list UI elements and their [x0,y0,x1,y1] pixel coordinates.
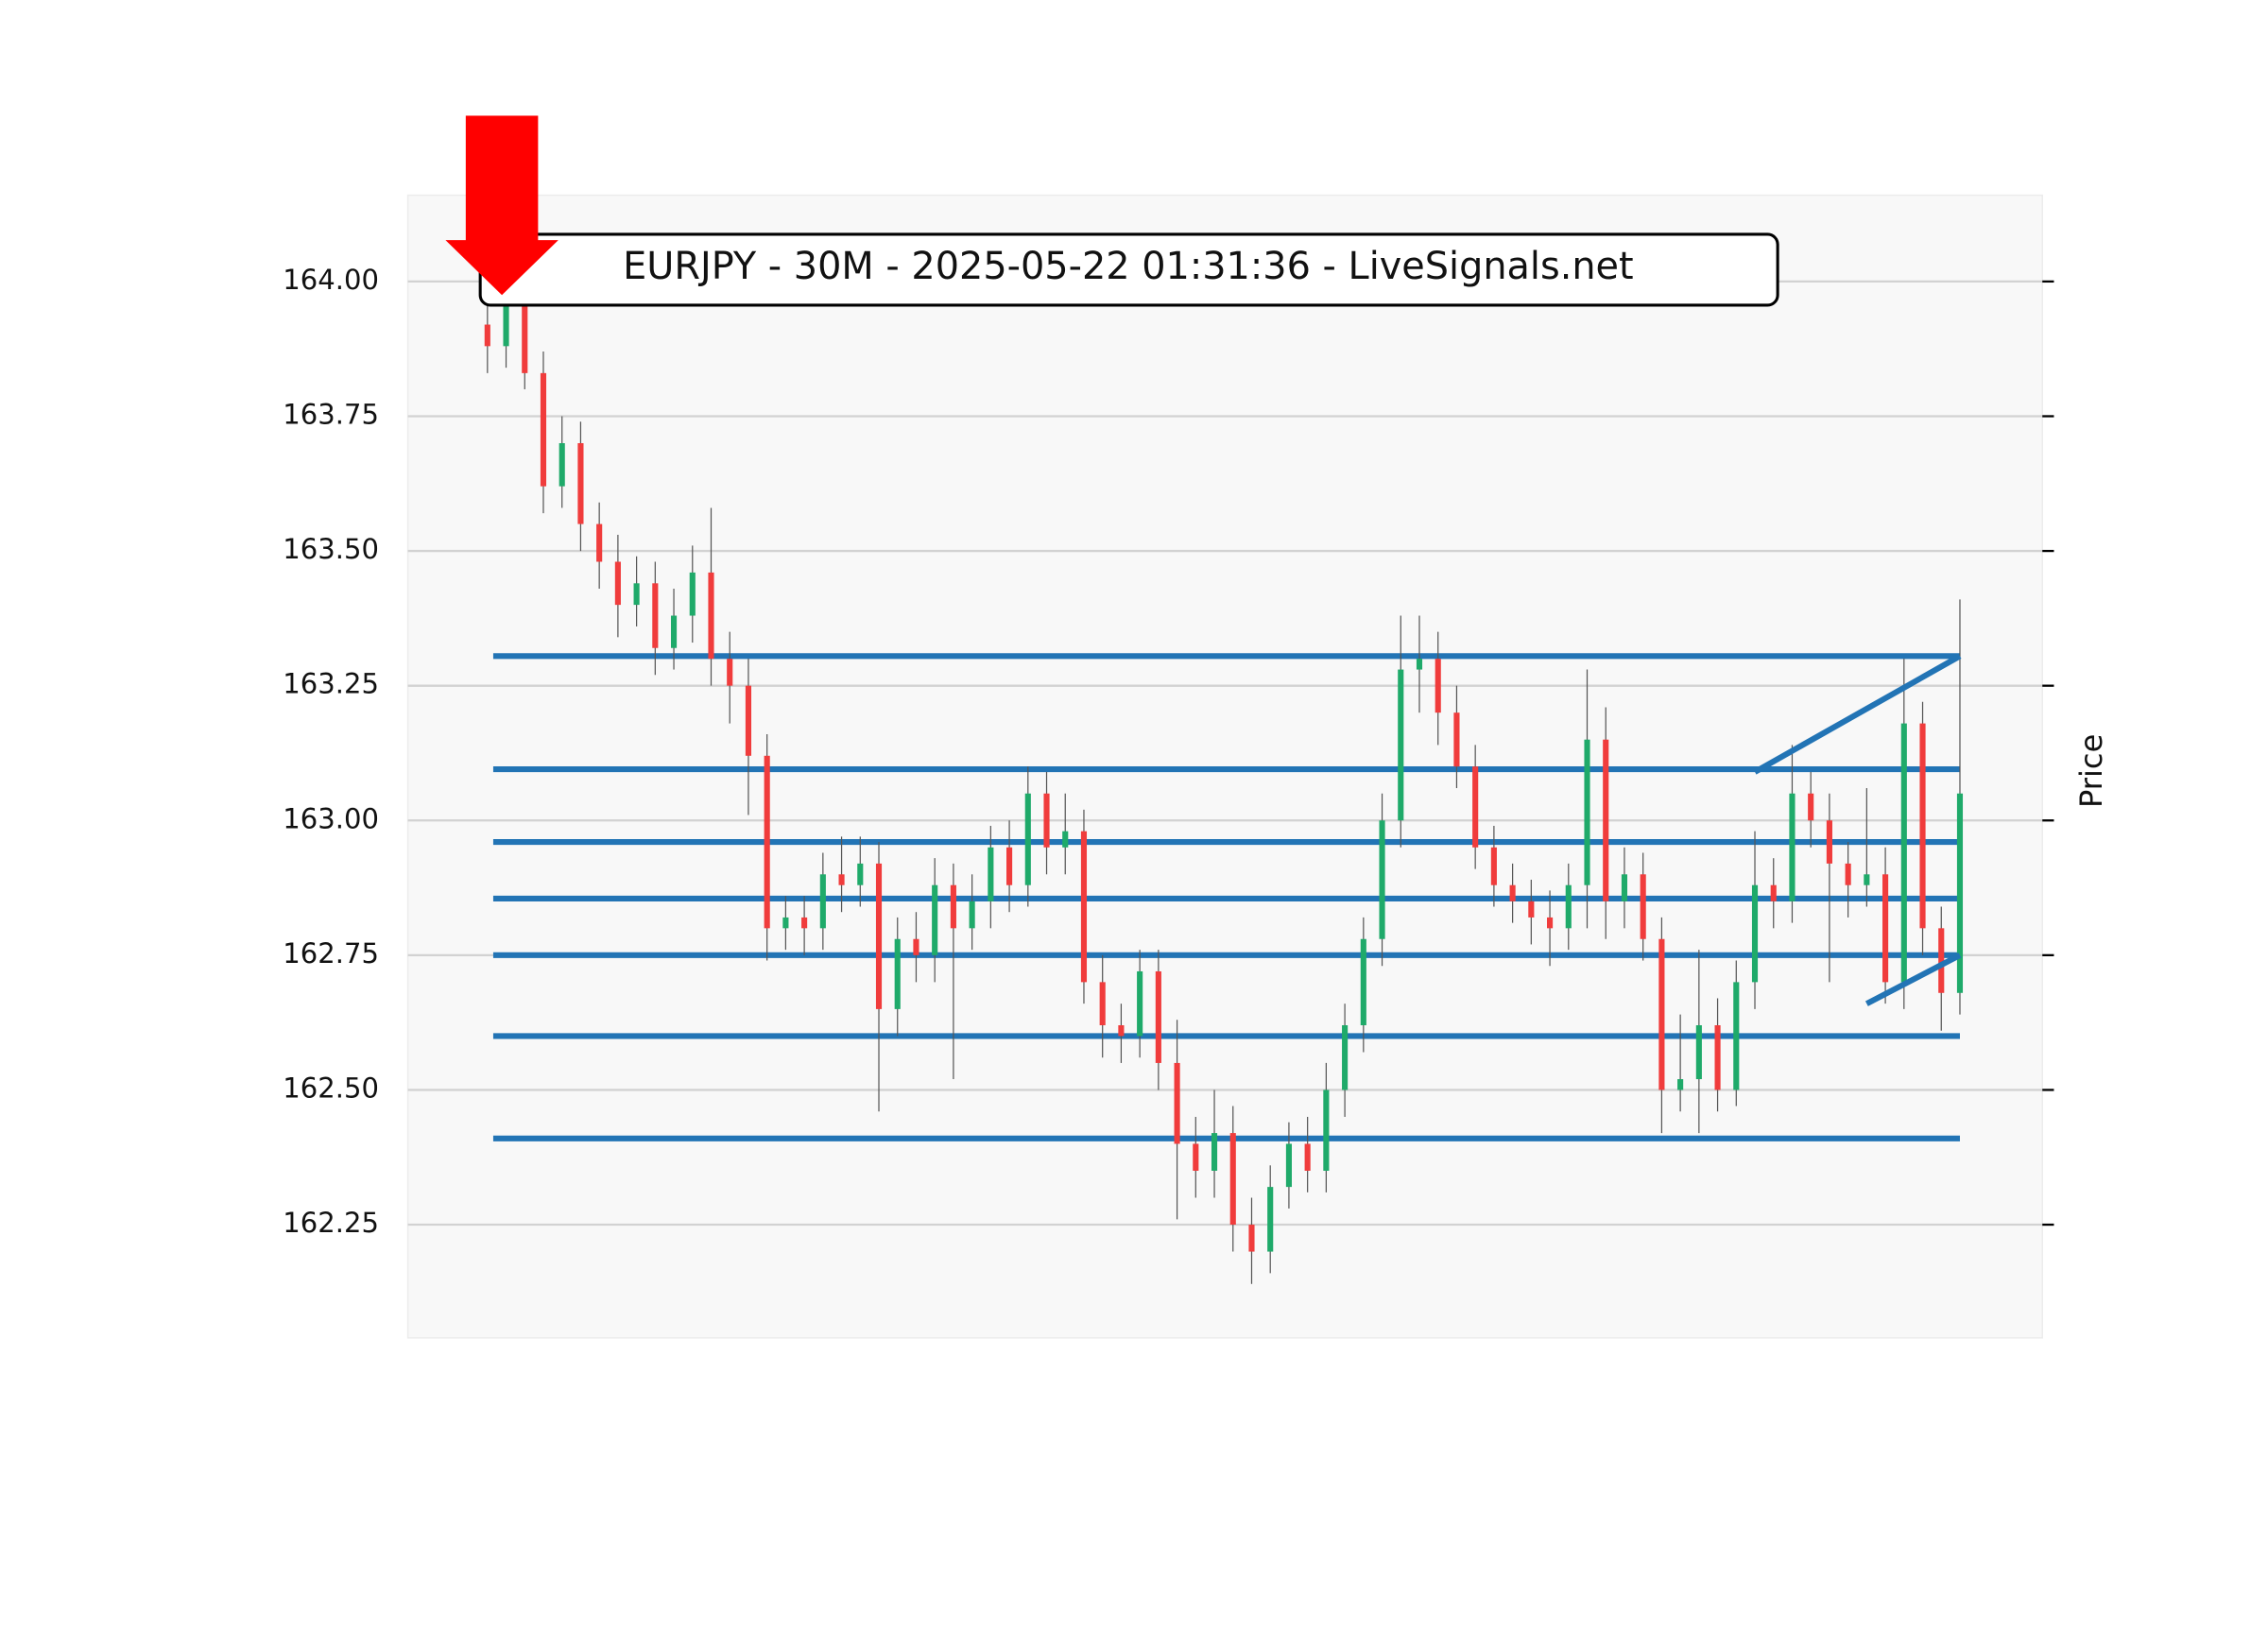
candle-body [1229,1133,1236,1226]
candle-body [988,847,994,901]
candle-body [1956,793,1964,993]
candle-body [1603,739,1609,901]
signal-arrow [445,115,558,296]
candle-body [1938,928,1945,993]
candle-body [801,917,808,929]
y-tick-label: 163.50 [283,533,379,565]
candle-body [745,685,752,756]
candle-body [1024,793,1031,885]
candle-body [1360,938,1366,1026]
arrow-head [445,240,558,296]
candle-body [1453,712,1460,767]
candle-body [1267,1187,1274,1252]
y-tick-label: 162.25 [283,1207,379,1239]
candle-body [1658,938,1665,1090]
candle-body [1174,1062,1180,1144]
candle-body [1621,874,1628,901]
candle-body [1248,1225,1255,1252]
candle-body [1435,659,1441,713]
y-axis-label: Price [2073,734,2109,808]
candle-body [596,523,603,562]
candle-body [1900,723,1907,983]
candle-body [894,938,901,1009]
candle-body [1137,970,1143,1037]
candle-body [1826,820,1832,864]
candle-body [1546,917,1554,929]
candle-body [1845,863,1851,885]
candle-body [708,572,714,660]
trend-line [1753,653,1962,775]
candle-body [932,884,938,955]
candle-body [1677,1079,1684,1090]
y-tick-label: 164.00 [283,264,379,296]
candle-body [1864,874,1870,885]
candle-body [614,561,621,606]
candle-body [1342,1025,1349,1090]
candle-body [1193,1143,1199,1172]
candle-body [1379,820,1385,939]
candle-body [503,292,509,347]
candle-body [522,292,528,373]
candle-body [782,917,789,929]
arrow-shaft [465,115,539,244]
candle-body [1695,1025,1702,1080]
candle-body [969,901,975,929]
candle-body [540,372,547,487]
y-tick-label: 163.25 [283,668,379,700]
candle-body [1043,793,1050,848]
candle-body [577,443,584,524]
candle-body [1118,1025,1125,1037]
candle-body [950,884,956,929]
y-tick-label: 163.00 [283,802,379,834]
candle-body [1733,982,1740,1090]
candle-body [633,583,640,606]
candle-body [875,863,883,1009]
y-tick-label: 162.50 [283,1072,379,1104]
candle-body [652,583,659,648]
candle-body [1062,831,1069,848]
candle-body [1808,793,1814,821]
trend-line [1864,952,1962,1006]
candles [484,270,1964,1284]
y-tick-label: 163.75 [283,398,379,430]
candle-body [1528,901,1535,918]
candle-body [819,874,826,929]
candle-body [1099,982,1106,1026]
candle-body [1155,970,1161,1063]
candle-body [689,572,696,616]
candle-body [1080,831,1088,983]
candle-body [1472,766,1479,848]
candle-body [838,874,845,885]
candle-body [1919,723,1926,929]
candle-body [1006,847,1013,885]
candle-body [1304,1143,1311,1172]
candle-body [1751,884,1759,983]
candle-body [857,863,864,885]
candle-body [1770,884,1777,901]
chart-title: EURJPY - 30M - 2025-05-22 01:31:36 - Liv… [623,245,1634,288]
candle-body [764,755,770,929]
candle-body [1398,669,1404,821]
candle-body [670,615,678,648]
candle-body [1565,884,1572,929]
trend-lines [1753,653,1962,1006]
y-tick-label: 162.75 [283,937,379,969]
candle-body [1882,874,1889,983]
candle-body [1416,659,1423,670]
candle-body [913,938,919,955]
candle-body [484,324,490,347]
candle-body [1509,884,1516,901]
candle-body [1714,1025,1721,1090]
candle-body [1323,1090,1330,1172]
candle-body [1584,739,1590,885]
candle-body [1789,793,1796,901]
candle-body [1211,1133,1218,1172]
candle-body [727,659,733,686]
candle-body [1285,1143,1292,1188]
candle-body [1640,874,1646,939]
candle-body [558,443,565,487]
candle-body [1490,847,1497,885]
